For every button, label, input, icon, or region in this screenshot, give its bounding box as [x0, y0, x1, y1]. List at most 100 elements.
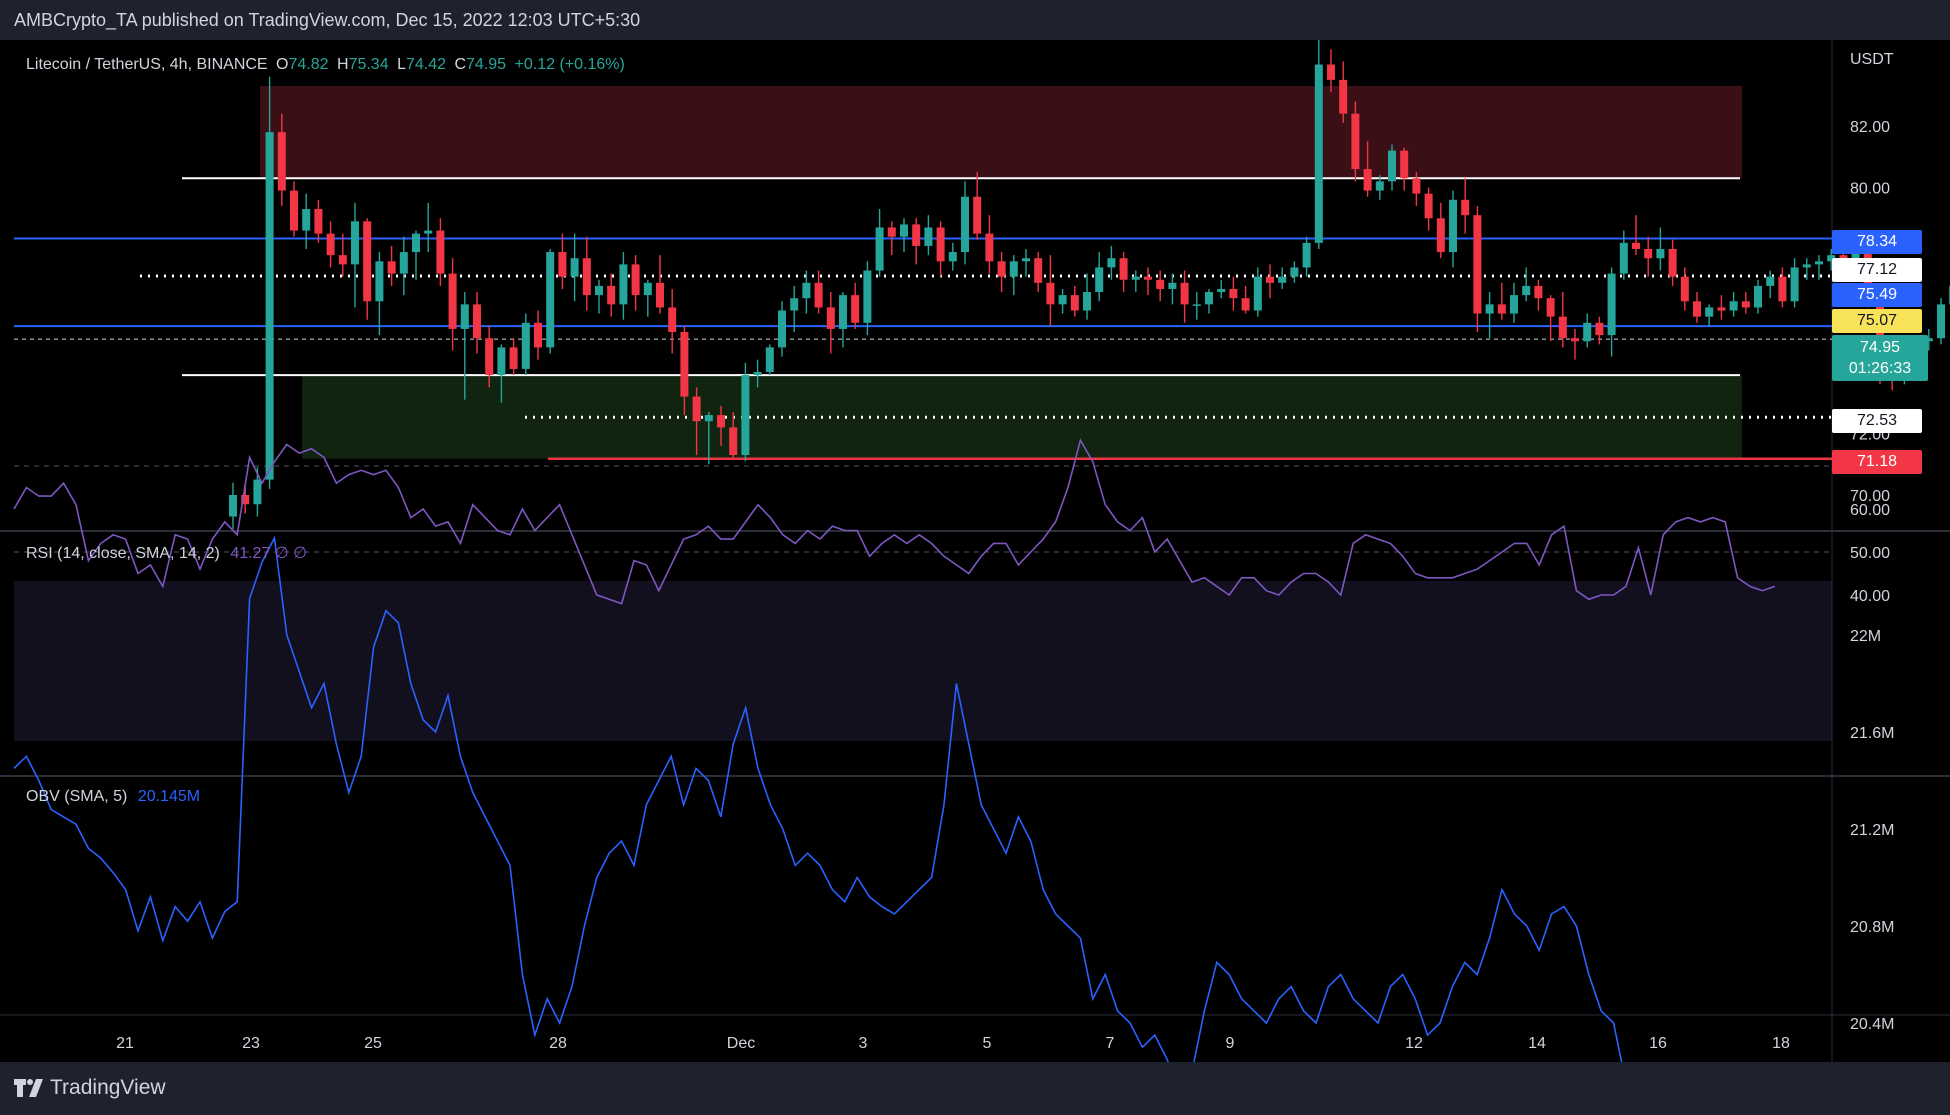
obv-legend: OBV (SMA, 5) 20.145M — [26, 788, 200, 806]
candle-body — [1680, 276, 1689, 302]
tradingview-logo[interactable]: TradingView — [14, 1076, 166, 1100]
obv-label: OBV (SMA, 5) — [26, 788, 128, 805]
time-tick-label: 9 — [1226, 1035, 1235, 1052]
candle-body — [229, 495, 237, 517]
candle-body — [875, 227, 884, 271]
current-price: 74.95 — [1859, 339, 1901, 356]
candle-body — [253, 479, 262, 505]
candle-body — [338, 255, 347, 265]
candle-body — [1168, 282, 1177, 289]
candle-body — [1253, 276, 1262, 311]
candle-body — [1497, 304, 1506, 314]
candle-body — [1424, 193, 1433, 219]
candle-body — [521, 322, 530, 369]
candle-body — [1302, 242, 1311, 268]
candle-body — [1070, 295, 1079, 311]
candle-body — [1375, 181, 1384, 191]
candle-body — [1058, 295, 1067, 305]
candle-body — [729, 427, 738, 456]
candle-body — [314, 209, 323, 234]
candle-body — [704, 415, 713, 422]
candle-body — [656, 282, 664, 308]
candle-body — [1583, 322, 1592, 342]
candle-body — [680, 332, 689, 397]
candle-body — [1741, 301, 1750, 308]
candle-body — [1351, 113, 1360, 170]
candle-body — [1790, 267, 1799, 302]
candle-body — [1095, 267, 1104, 293]
obv-tick-label: 21.6M — [1850, 725, 1894, 742]
candle-body — [412, 233, 420, 253]
candle-body — [448, 273, 457, 329]
candle-body — [1192, 304, 1201, 306]
candle-body — [1131, 276, 1140, 280]
candle-body — [900, 224, 908, 237]
candle-body — [241, 495, 250, 505]
candle-body — [1754, 285, 1762, 308]
candle-body — [351, 221, 359, 265]
chart-area[interactable]: USDT70.0072.0080.0082.0040.0050.0060.007… — [0, 40, 1950, 1062]
candle-timer: 01:26:33 — [1848, 360, 1912, 377]
time-tick-label: 7 — [1106, 1035, 1115, 1052]
publisher-header: AMBCrypto_TA published on TradingView.co… — [0, 0, 1950, 40]
rsi-tick-label: 50.00 — [1850, 545, 1890, 562]
candle-body — [290, 190, 298, 231]
price-tag-dashed: 75.07 — [1832, 309, 1922, 333]
change-value: +0.12 (+0.16%) — [514, 56, 625, 73]
time-tick-label: 5 — [983, 1035, 992, 1052]
obv-tick-label: 20.8M — [1850, 919, 1894, 936]
candle-body — [1802, 264, 1811, 268]
candle-body — [424, 230, 433, 234]
obv-tick-label: 21.2M — [1850, 822, 1894, 839]
time-tick-label: 12 — [1405, 1035, 1423, 1052]
candle-body — [1229, 288, 1238, 299]
time-tick-label: Dec — [727, 1035, 755, 1052]
publisher-line: AMBCrypto_TA published on TradingView.co… — [14, 10, 641, 30]
time-tick-label: 18 — [1772, 1035, 1790, 1052]
open-value: 74.82 — [288, 56, 329, 73]
candle-body — [558, 252, 567, 277]
candle-body — [790, 298, 799, 311]
candle-body — [387, 261, 396, 274]
candle-body — [570, 258, 579, 277]
candle-body — [1156, 279, 1165, 289]
symbol-label: Litecoin / TetherUS, 4h, BINANCE — [26, 56, 268, 73]
candle-body — [1144, 276, 1152, 280]
candle-body — [1656, 249, 1665, 259]
candle-body — [1034, 258, 1043, 283]
candle-body — [277, 132, 286, 191]
candle-body — [1241, 298, 1250, 311]
candle-body — [1388, 150, 1396, 182]
candle-body — [631, 264, 640, 296]
candle-body — [607, 285, 616, 305]
candle-body — [912, 224, 921, 246]
price-tick-label: 70.00 — [1850, 488, 1890, 505]
candle-body — [753, 372, 762, 376]
candle-body — [1327, 64, 1335, 80]
candle-body — [363, 221, 372, 302]
currency-label: USDT — [1850, 51, 1894, 68]
candle-body — [375, 261, 384, 302]
candle-body — [839, 295, 847, 329]
low-value: 74.42 — [405, 56, 447, 73]
candle-body — [1009, 261, 1018, 277]
candle-body — [765, 347, 774, 372]
candle-body — [1339, 79, 1348, 114]
candle-body — [973, 196, 982, 234]
candle-body — [1827, 255, 1836, 262]
candle-body — [1400, 150, 1409, 179]
high-label: H — [337, 56, 349, 73]
candle-body — [1522, 285, 1531, 296]
price-tag-blue-lower: 75.49 — [1832, 283, 1922, 307]
candle-body — [948, 252, 957, 262]
price-tick-label: 80.00 — [1850, 181, 1890, 198]
candle-body — [619, 264, 628, 305]
candle-body — [1314, 64, 1323, 243]
candle-body — [1449, 199, 1457, 253]
low-label: L — [397, 56, 406, 73]
obv-line — [13, 535, 1623, 1062]
footer-bar: TradingView — [0, 1062, 1950, 1115]
candle-body — [1266, 276, 1274, 283]
rsi-tick-label: 60.00 — [1850, 502, 1890, 519]
time-tick-label: 23 — [242, 1035, 260, 1052]
